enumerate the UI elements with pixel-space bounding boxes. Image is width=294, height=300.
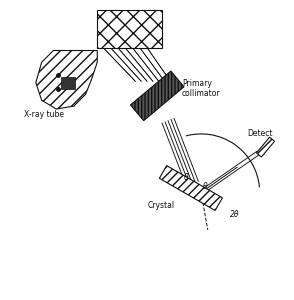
Text: X-ray tube: X-ray tube <box>24 110 64 119</box>
Polygon shape <box>159 166 223 211</box>
Polygon shape <box>36 50 97 109</box>
Text: Detect: Detect <box>247 129 273 138</box>
Text: Primary
collimator: Primary collimator <box>182 79 221 98</box>
Polygon shape <box>61 77 75 88</box>
Text: θ: θ <box>203 182 208 191</box>
Text: Crystal: Crystal <box>148 201 175 210</box>
Polygon shape <box>131 71 184 121</box>
Polygon shape <box>256 137 275 157</box>
Polygon shape <box>97 10 162 48</box>
Text: θ: θ <box>184 173 189 182</box>
Text: 2θ: 2θ <box>230 210 240 219</box>
